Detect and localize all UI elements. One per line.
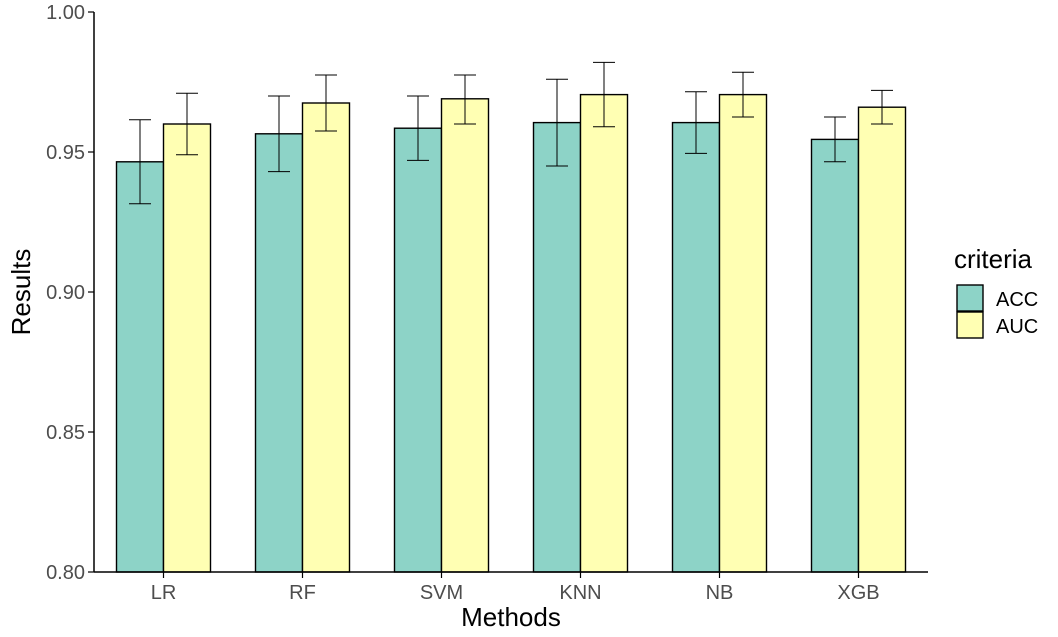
x-tick-label-knn: KNN (559, 582, 601, 604)
bar-auc-xgb (857, 106, 907, 573)
bars-layer (115, 93, 907, 573)
x-ticks-layer: LR RF SVM KNN NB XGB (151, 572, 880, 604)
legend-swatch-acc (956, 284, 984, 312)
bar-auc-rf (301, 102, 351, 573)
y-tick-label: 0.85 (46, 422, 85, 444)
legend-swatch-auc (956, 311, 984, 339)
error-bar-auc-nb (732, 71, 754, 118)
bar-acc-svm (393, 127, 443, 573)
bar-acc-knn (532, 121, 582, 573)
error-bar-acc-knn (546, 78, 568, 167)
x-axis-title: Methods (461, 602, 561, 632)
x-tick-label-lr: LR (151, 582, 177, 604)
error-bar-acc-lr (129, 119, 151, 205)
error-bar-acc-xgb (824, 116, 846, 163)
bar-acc-lr (115, 161, 165, 573)
legend-label-acc: ACC (996, 289, 1038, 311)
x-tick-label-xgb: XGB (837, 582, 879, 604)
y-tick-label: 0.80 (46, 562, 85, 584)
y-tick-label: 0.90 (46, 282, 85, 304)
x-tick-label-nb: NB (706, 582, 734, 604)
error-bar-acc-nb (685, 91, 707, 154)
legend-title: criteria (954, 244, 1033, 274)
error-bar-auc-lr (176, 92, 198, 156)
error-bar-auc-knn (593, 61, 615, 128)
error-bar-acc-svm (407, 95, 429, 161)
bar-acc-xgb (810, 138, 860, 573)
axes-layer (93, 12, 928, 573)
y-tick-label: 1.00 (46, 2, 85, 24)
bar-auc-svm (440, 98, 490, 573)
error-bars-layer (129, 61, 893, 205)
error-bar-auc-svm (454, 74, 476, 125)
bar-acc-nb (671, 121, 721, 573)
x-tick-label-svm: SVM (420, 582, 463, 604)
y-axis-title: Results (6, 249, 36, 336)
x-tick-label-rf: RF (289, 582, 316, 604)
bar-auc-nb (718, 93, 768, 573)
error-bar-auc-rf (315, 74, 337, 132)
bar-auc-knn (579, 93, 629, 573)
y-tick-label: 0.95 (46, 142, 85, 164)
legend-label-auc: AUC (996, 316, 1038, 338)
bar-auc-lr (162, 123, 212, 573)
legend: criteria ACC AUC (954, 244, 1038, 339)
error-bar-auc-xgb (871, 89, 893, 125)
error-bar-acc-rf (268, 95, 290, 173)
bar-acc-rf (254, 133, 304, 573)
y-ticks-layer: 0.80 0.85 0.90 0.95 1.00 (46, 2, 94, 584)
